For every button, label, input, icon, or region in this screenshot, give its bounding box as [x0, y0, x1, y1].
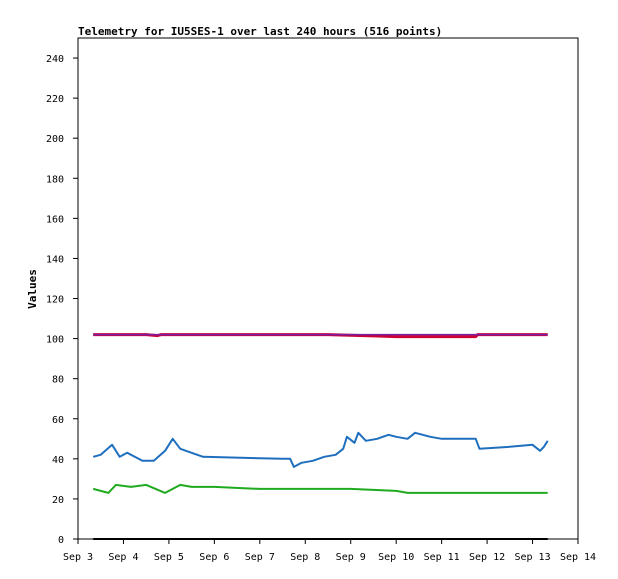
chart-title: Telemetry for IU5SES-1 over last 240 hou… — [78, 25, 442, 38]
y-tick-label: 60 — [52, 415, 64, 426]
x-tick-label: Sep 13 — [514, 552, 550, 563]
y-tick-label: 180 — [46, 174, 64, 185]
y-tick-label: 240 — [46, 54, 64, 65]
y-tick-label: 220 — [46, 94, 64, 105]
x-tick-label: Sep 14 — [560, 552, 596, 563]
y-tick-label: 140 — [46, 254, 64, 265]
x-tick-label: Sep 12 — [469, 552, 505, 563]
series-line-3 — [92, 431, 549, 468]
y-tick-label: 40 — [52, 455, 64, 466]
x-tick-label: Sep 4 — [108, 552, 138, 563]
x-tick-label: Sep 10 — [378, 552, 414, 563]
y-tick-label: 20 — [52, 495, 64, 506]
x-tick-label: Sep 6 — [199, 552, 229, 563]
y-tick-label: 160 — [46, 214, 64, 225]
x-axis: Sep 3 Sep 4 Sep 5 Sep 6 Sep 7 Sep 8 Sep 9 Sep 1… — [63, 539, 596, 563]
y-axis-title: Values — [26, 269, 39, 309]
y-tick-label: 0 — [58, 535, 64, 546]
y-tick-label: 100 — [46, 335, 64, 346]
x-tick-label: Sep 11 — [424, 552, 460, 563]
x-tick-label: Sep 7 — [245, 552, 275, 563]
series-line-4 — [92, 483, 548, 494]
x-tick-label: Sep 9 — [336, 552, 366, 563]
y-axis: 0 20 40 60 80 100 120 140 160 180 200 220 240 — [46, 54, 78, 546]
plot-frame — [77, 37, 579, 540]
y-tick-label: 120 — [46, 295, 64, 306]
x-tick-label: Sep 5 — [154, 552, 184, 563]
x-tick-label: Sep 8 — [290, 552, 320, 563]
x-tick-label: Sep 3 — [63, 552, 93, 563]
series-layer — [92, 333, 549, 540]
y-tick-label: 200 — [46, 134, 64, 145]
y-tick-label: 80 — [52, 375, 64, 386]
